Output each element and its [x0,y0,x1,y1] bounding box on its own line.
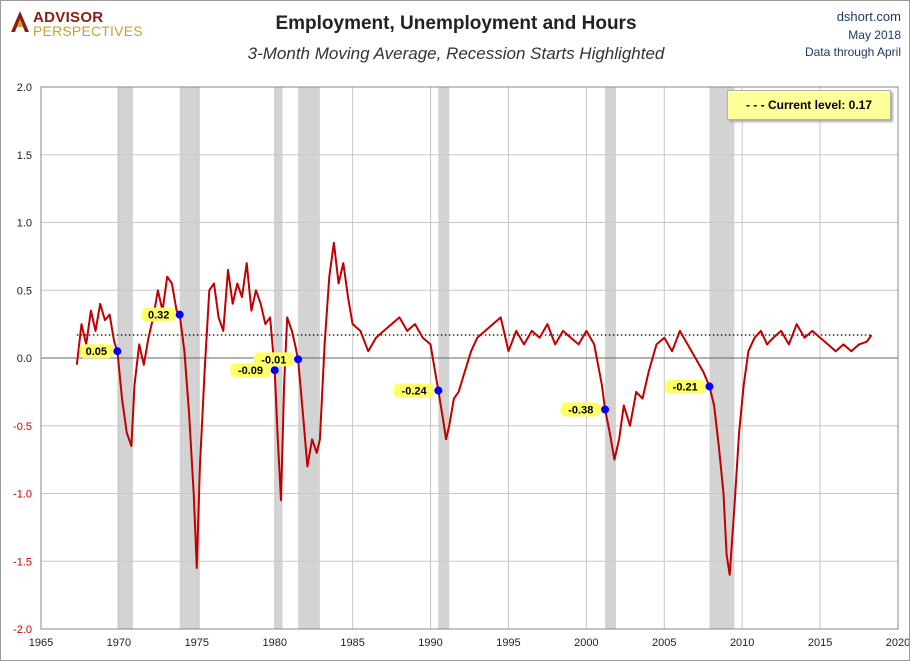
recession-start-marker [294,355,303,364]
logo-text-top: ADVISOR [33,9,104,26]
marker-label-bg [664,379,706,394]
logo-text-bottom: PERSPECTIVES [33,23,143,39]
marker-label: -0.21 [673,381,698,393]
chart-legend: - - - Current level: 0.17 [727,90,891,120]
y-tick-label: 0.0 [17,353,32,365]
marker-label: 0.32 [148,310,169,322]
advisor-perspectives-logo: ADVISOR PERSPECTIVES [10,9,143,39]
x-tick-label: 1970 [107,637,131,649]
legend-label: Current level: [767,98,846,112]
x-tick-label: 1975 [185,637,209,649]
marker-label-bg [253,352,295,367]
marker-label-bg [393,383,435,398]
y-tick-label: 2.0 [17,82,32,94]
marker-label: 0.05 [86,346,107,358]
x-tick-label: 1965 [29,637,53,649]
marker-label-bg [230,363,271,378]
publish-date: May 2018 [848,28,901,42]
x-tick-label: 1980 [262,637,286,649]
chart-subtitle: 3-Month Moving Average, Recession Starts… [247,44,665,63]
logo-mark-icon [11,11,29,32]
plot-area-border [40,86,899,630]
y-tick-label: 0.5 [17,285,32,297]
recession-start-marker [434,386,443,395]
marker-label: -0.09 [238,365,263,377]
x-tick-label: 1990 [418,637,442,649]
x-tick-label: 1995 [496,637,520,649]
marker-label-bg [79,344,114,359]
recession-start-marker [601,405,610,414]
x-tick-label: 2015 [808,637,832,649]
x-tick-label: 2010 [730,637,754,649]
recession-start-marker [175,310,184,319]
marker-label-bg [141,307,176,322]
marker-label: -0.24 [402,386,428,398]
marker-label: -0.38 [568,404,593,416]
marker-label-bg [560,402,602,417]
legend-value: 0.17 [848,98,873,112]
recession-start-marker [270,366,279,375]
y-tick-label: -1.5 [13,556,32,568]
y-tick-label: 1.0 [17,218,32,230]
recession-start-marker [113,347,122,356]
y-tick-label: -1.0 [13,489,32,501]
recession-start-marker [705,382,714,391]
chart-title: Employment, Unemployment and Hours [275,13,637,34]
marker-label: -0.01 [261,354,286,366]
y-tick-label: -0.5 [13,421,32,433]
x-tick-label: 2000 [574,637,598,649]
x-tick-label: 2020 [886,637,909,649]
source-site: dshort.com [836,9,901,24]
legend-dash: - - - [745,98,765,112]
x-tick-label: 1985 [340,637,364,649]
y-tick-label: -2.0 [13,624,32,636]
series-line [75,241,873,576]
data-through: Data through April [804,45,901,59]
x-tick-label: 2005 [652,637,676,649]
y-tick-label: 1.5 [17,150,32,162]
